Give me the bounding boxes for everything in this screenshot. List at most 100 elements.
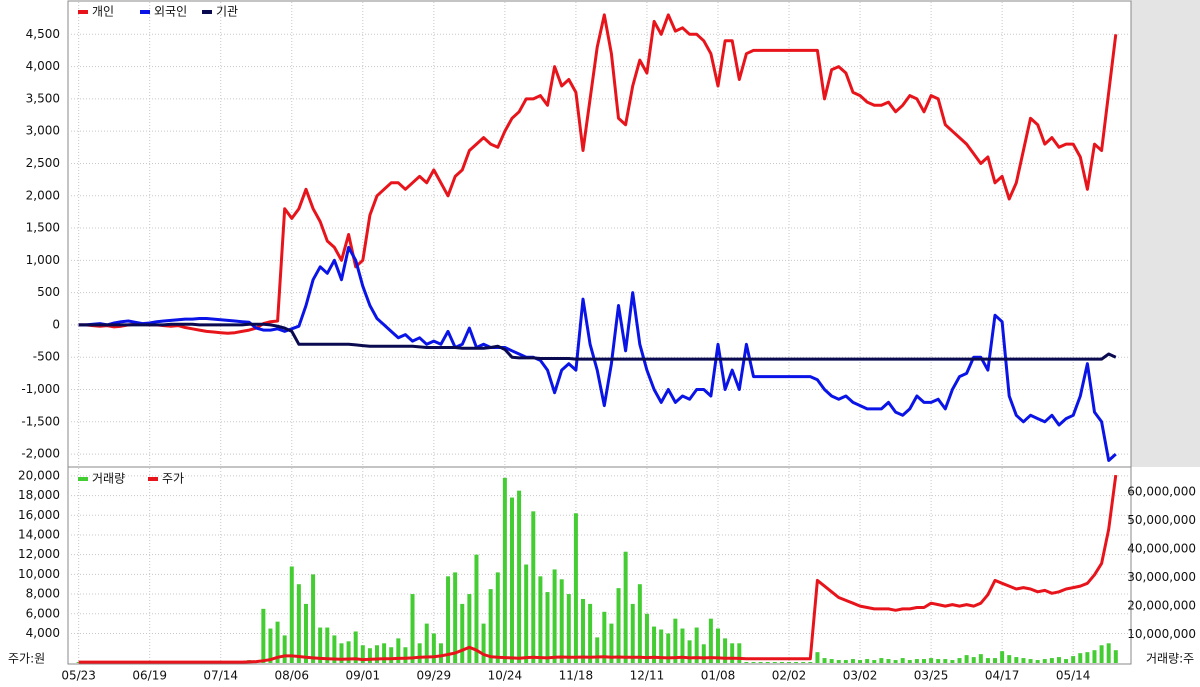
volume-bar bbox=[389, 647, 394, 663]
y-tick-label: 12,000 bbox=[18, 547, 60, 561]
volume-bar bbox=[438, 643, 443, 663]
y2-tick-label: 60,000,000 bbox=[1127, 485, 1196, 499]
volume-bar bbox=[787, 662, 792, 663]
volume-bar bbox=[1078, 653, 1083, 663]
volume-bar bbox=[723, 638, 728, 663]
x-tick-label: 08/06 bbox=[274, 669, 309, 683]
volume-bar bbox=[303, 603, 308, 663]
volume-bar bbox=[865, 659, 870, 663]
line-series bbox=[78, 13, 1118, 335]
volume-bar bbox=[836, 660, 841, 663]
volume-bar bbox=[431, 633, 436, 663]
line-series bbox=[78, 322, 1117, 361]
x-tick-label: 09/01 bbox=[346, 669, 381, 683]
x-tick-label: 12/11 bbox=[630, 669, 665, 683]
volume-bar bbox=[957, 658, 962, 663]
volume-bar bbox=[985, 658, 990, 663]
volume-bar bbox=[1035, 660, 1040, 663]
x-tick-label: 11/18 bbox=[559, 669, 594, 683]
volume-bar bbox=[353, 631, 358, 663]
volume-bar bbox=[950, 660, 955, 663]
volume-bar bbox=[1085, 652, 1090, 663]
volume-bar bbox=[900, 658, 905, 663]
volume-bar bbox=[715, 628, 720, 663]
volume-bar bbox=[886, 659, 891, 663]
x-tick-label: 03/25 bbox=[914, 669, 949, 683]
volume-bar bbox=[573, 513, 578, 663]
volume-bar bbox=[630, 603, 635, 663]
volume-bar bbox=[772, 662, 777, 663]
volume-bar bbox=[488, 589, 493, 663]
y2-tick-label: 30,000,000 bbox=[1127, 570, 1196, 584]
volume-bar bbox=[978, 654, 983, 663]
volume-bar bbox=[453, 572, 458, 663]
legend-swatch bbox=[78, 10, 88, 14]
y-tick-label: 10,000 bbox=[18, 567, 60, 581]
y-unit-label: 주가:원 bbox=[8, 652, 45, 666]
volume-bar bbox=[424, 623, 429, 663]
volume-bar bbox=[282, 635, 287, 663]
y-tick-label: 500 bbox=[37, 285, 60, 299]
volume-bar bbox=[410, 594, 415, 663]
volume-bar bbox=[921, 659, 926, 663]
y-tick-label: 0 bbox=[52, 317, 60, 331]
volume-bar bbox=[822, 658, 827, 663]
volume-bar bbox=[623, 551, 628, 663]
x-tick-label: 01/08 bbox=[701, 669, 736, 683]
volume-bar bbox=[794, 662, 799, 663]
volume-bar bbox=[680, 628, 685, 663]
volume-bar bbox=[616, 588, 621, 663]
volume-bar bbox=[76, 662, 81, 663]
volume-bar bbox=[318, 627, 323, 663]
volume-bar bbox=[1021, 658, 1026, 663]
volume-bar bbox=[659, 629, 664, 663]
volume-bar bbox=[1071, 656, 1076, 663]
volume-bar bbox=[872, 660, 877, 663]
y-tick-label: -500 bbox=[33, 350, 60, 364]
x-tick-label: 05/23 bbox=[61, 669, 96, 683]
y-tick-label: 20,000 bbox=[18, 468, 60, 482]
volume-bar bbox=[275, 621, 280, 663]
volume-bar bbox=[446, 576, 451, 663]
volume-bar bbox=[360, 645, 365, 663]
volume-bar bbox=[367, 648, 372, 663]
volume-bar bbox=[1007, 655, 1012, 663]
volume-bar bbox=[701, 644, 706, 663]
volume-bar bbox=[637, 584, 642, 663]
volume-bar bbox=[417, 643, 422, 663]
volume-bar bbox=[1014, 657, 1019, 663]
volume-bar bbox=[879, 658, 884, 663]
volume-bar bbox=[375, 645, 380, 663]
volume-bar bbox=[559, 579, 564, 663]
volume-bar bbox=[538, 576, 543, 663]
y-tick-label: 3,500 bbox=[26, 91, 60, 105]
legend-label: 주가 bbox=[162, 472, 184, 486]
legend-swatch bbox=[78, 477, 88, 481]
y2-tick-label: 10,000,000 bbox=[1127, 627, 1196, 641]
volume-bar bbox=[708, 618, 713, 663]
bottom-frame bbox=[67, 466, 1132, 665]
volume-bar bbox=[687, 640, 692, 663]
volume-bar bbox=[644, 613, 649, 663]
volume-bar bbox=[382, 643, 387, 663]
y2-unit-label: 거래량:주 bbox=[1146, 652, 1194, 666]
volume-bar bbox=[289, 566, 294, 663]
legend-label: 개인 bbox=[92, 5, 114, 19]
y-tick-label: 6,000 bbox=[26, 606, 60, 620]
volume-bar bbox=[509, 497, 514, 663]
volume-bar bbox=[843, 660, 848, 663]
volume-bar bbox=[808, 662, 813, 663]
volume-bar bbox=[1064, 659, 1069, 663]
volume-bar bbox=[609, 623, 614, 663]
volume-bar bbox=[1049, 658, 1054, 663]
volume-bar bbox=[545, 592, 550, 663]
y-tick-label: 4,000 bbox=[26, 626, 60, 640]
volume-bar bbox=[403, 647, 408, 663]
volume-bar bbox=[261, 608, 266, 663]
volume-bar bbox=[602, 611, 607, 663]
y-tick-label: 16,000 bbox=[18, 508, 60, 522]
volume-bar bbox=[311, 574, 316, 663]
y2-tick-label: 20,000,000 bbox=[1127, 599, 1196, 613]
volume-bar bbox=[914, 659, 919, 663]
